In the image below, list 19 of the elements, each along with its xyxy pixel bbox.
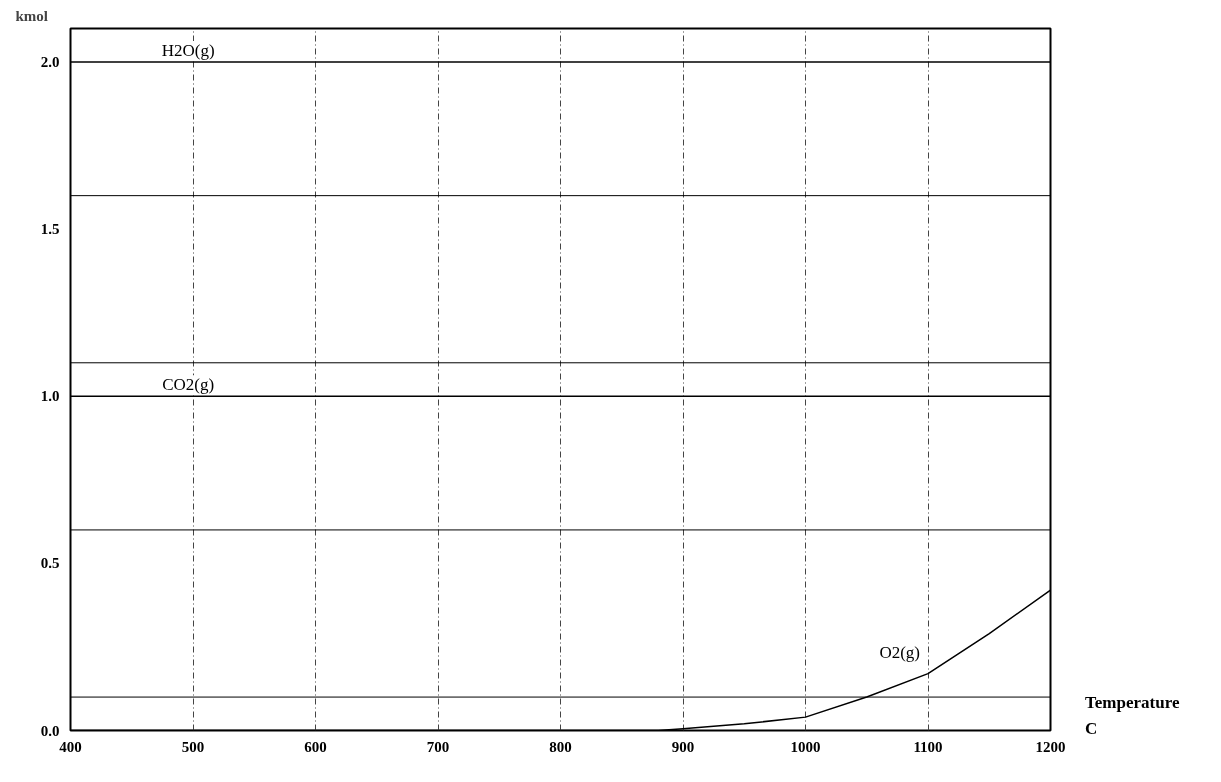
x-tick-label: 1100 [913, 738, 943, 755]
x-tick-label: 1000 [790, 738, 821, 755]
y-tick-label: 0.5 [40, 555, 60, 572]
x-tick-label: 700 [426, 738, 450, 755]
x-tick-label: 500 [181, 738, 205, 755]
y-tick-label: 1.5 [40, 221, 60, 238]
series-label: CO2(g) [162, 375, 215, 395]
x-tick-label: 1200 [1035, 738, 1066, 755]
series-label: O2(g) [879, 642, 921, 662]
x-tick-label: 800 [549, 738, 572, 755]
y-axis-title: kmol [15, 7, 49, 24]
x-tick-label: 600 [304, 738, 327, 755]
series-label: H2O(g) [161, 40, 215, 60]
x-axis-title: Temperature C [1085, 692, 1180, 740]
y-tick-label: 1.0 [40, 388, 60, 405]
y-tick-label: 0.0 [40, 722, 60, 739]
y-tick-label: 2.0 [40, 53, 60, 70]
x-tick-label: 400 [59, 738, 82, 755]
x-tick-label: 900 [671, 738, 695, 755]
